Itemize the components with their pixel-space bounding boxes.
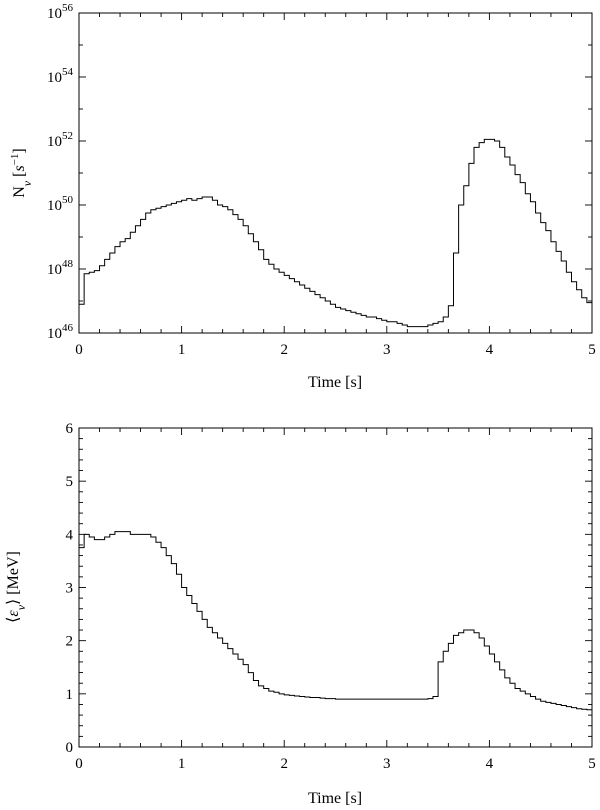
bottom-y-tick-label: 1 bbox=[66, 687, 74, 703]
bottom-y-tick-label: 6 bbox=[66, 421, 74, 437]
top-y-tick-label: 1046 bbox=[47, 322, 74, 342]
top-x-tick-label: 1 bbox=[178, 342, 186, 358]
top-x-axis-label: Time [s] bbox=[308, 374, 362, 391]
bottom-y-ticks: 0 1 2 3 4 5 6 bbox=[66, 421, 592, 756]
top-x-tick-label: 2 bbox=[280, 342, 288, 358]
top-y-axis-label: Nν [s−1] bbox=[9, 148, 34, 198]
bottom-y-tick-label: 4 bbox=[66, 527, 74, 543]
bottom-x-tick-label: 0 bbox=[75, 756, 83, 772]
bottom-x-ticks: 0 1 2 3 4 5 bbox=[75, 428, 596, 772]
top-y-tick-label: 1052 bbox=[47, 130, 73, 150]
top-y-tick-label: 1056 bbox=[47, 2, 74, 22]
top-panel: 1046 1048 1050 1052 1054 1056 0 1 2 3 4 5 Time [s]… bbox=[9, 2, 596, 391]
bottom-x-tick-label: 3 bbox=[383, 756, 391, 772]
top-x-tick-label: 4 bbox=[486, 342, 494, 358]
bottom-x-tick-label: 5 bbox=[588, 756, 596, 772]
top-x-tick-label: 0 bbox=[75, 342, 83, 358]
bottom-y-tick-label: 2 bbox=[66, 634, 74, 650]
bottom-y-tick-label: 5 bbox=[66, 474, 74, 490]
bottom-y-axis-label: ⟨εν⟩ [MeV] bbox=[5, 551, 28, 623]
bottom-y-tick-label: 0 bbox=[66, 740, 74, 756]
top-y-ticks: 1046 1048 1050 1052 1054 1056 bbox=[47, 2, 592, 342]
bottom-x-tick-label: 1 bbox=[178, 756, 186, 772]
bottom-x-tick-label: 2 bbox=[280, 756, 288, 772]
bottom-series-line bbox=[79, 531, 592, 711]
top-y-tick-label: 1050 bbox=[47, 194, 74, 214]
top-y-tick-label: 1048 bbox=[47, 258, 74, 278]
top-x-tick-label: 3 bbox=[383, 342, 391, 358]
top-series-line bbox=[79, 138, 592, 328]
bottom-x-axis-label: Time [s] bbox=[308, 790, 362, 807]
bottom-panel: 0 1 2 3 4 5 6 0 1 2 3 4 5 Time [s] ⟨εν⟩ [MeV] bbox=[5, 421, 596, 807]
top-x-tick-label: 5 bbox=[588, 342, 596, 358]
bottom-x-tick-label: 4 bbox=[486, 756, 494, 772]
bottom-y-tick-label: 3 bbox=[66, 581, 74, 597]
top-y-tick-label: 1054 bbox=[47, 66, 74, 86]
top-x-ticks: 0 1 2 3 4 5 bbox=[75, 13, 596, 358]
